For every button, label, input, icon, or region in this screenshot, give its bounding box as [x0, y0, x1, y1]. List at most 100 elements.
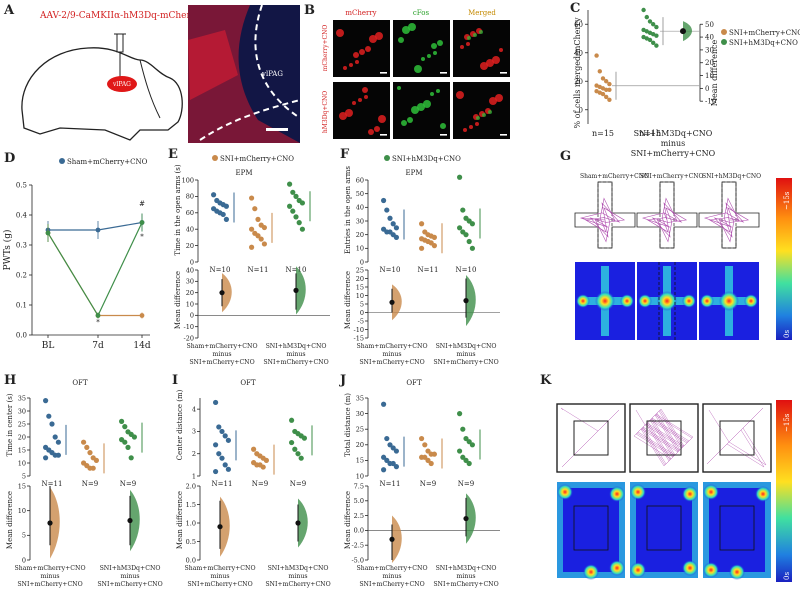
c-right-tick-label: 40	[705, 34, 714, 42]
panel-j: J OFT Total distance (m) Mean difference…	[339, 373, 500, 588]
cell-spot-green	[482, 113, 486, 117]
hPlot-point	[49, 421, 55, 427]
fPlot-n-label: N=10	[380, 266, 401, 274]
jPlot-top-tick-label: 10	[356, 472, 364, 480]
scale-bar	[266, 128, 288, 131]
g-heat-spot	[682, 294, 696, 308]
cell-spot	[414, 65, 422, 73]
iPlot-diff-mean	[295, 520, 301, 526]
fPlot-point	[463, 232, 469, 238]
jPlot-point	[390, 445, 396, 451]
scale-bar	[380, 134, 387, 136]
c-point	[654, 43, 659, 48]
iPlot-point	[213, 468, 219, 475]
k-heat-edge	[630, 482, 698, 578]
f-legend: SNI+hM3Dq+CNO	[392, 155, 461, 163]
g-col-label-sham: Sham+mCherry+CNO	[580, 173, 649, 180]
k-heat-spot	[583, 564, 599, 580]
c-right-tick-label: 20	[705, 59, 714, 67]
panel-e: E SNI+mCherry+CNO EPM Time in the open a…	[168, 147, 330, 366]
k-heat-center-zone	[646, 505, 682, 551]
cell-spot	[475, 122, 479, 126]
iPlot-bottom-tick-label: 1.5	[186, 501, 196, 509]
hPlot-point	[128, 455, 134, 461]
ePlot-point	[290, 208, 296, 214]
jPlot-top-tick-label: 15	[356, 457, 364, 465]
cell-spot	[374, 126, 380, 132]
panel-a: A AAV-2/9-CaMKIIα-hM3Dq-mCherry vlPAG vl…	[3, 3, 301, 143]
ePlot-diff-mean	[219, 290, 225, 296]
hPlot-point	[93, 457, 99, 463]
cell-spot	[362, 87, 368, 93]
k-heat-spot	[609, 486, 625, 502]
d-point	[95, 227, 101, 233]
ePlot-bottom-tick-label: -20	[184, 334, 194, 342]
hPlot-point	[122, 439, 128, 445]
cell-spot	[359, 49, 365, 55]
cell-spot	[460, 45, 464, 49]
iPlot-point	[263, 457, 269, 463]
e-plot: 100806040200N=10N=11N=10403020100-10-20S…	[182, 176, 330, 366]
g-col-label-sni-mcherry: SNI+mCherry+CNO	[640, 173, 703, 180]
ePlot-top-tick-label: 40	[186, 226, 194, 234]
jPlot-point	[422, 454, 428, 460]
ePlot-comparison-label: SNI+hM3Dq+CNO	[266, 343, 327, 350]
g-scale-bottom: 0s	[783, 330, 791, 338]
iPlot-point	[216, 451, 222, 457]
jPlot-diff-violin	[466, 493, 476, 544]
ePlot-point	[299, 200, 305, 206]
jPlot-comparison-label: minus	[457, 573, 476, 580]
panel-letter-g: G	[560, 149, 571, 164]
scale-bar	[500, 134, 507, 136]
cell-spot	[440, 123, 446, 129]
j-ylabel2: Mean difference	[344, 491, 352, 549]
jPlot-comparison-label: Sham+mCherry+CNO	[356, 565, 427, 572]
fPlot-point	[431, 243, 437, 249]
ePlot-top-tick-label: 100	[182, 176, 194, 184]
k-center-zone	[573, 420, 609, 456]
cell-spot-green	[476, 116, 480, 120]
ePlot-comparison-label: SNI+mCherry+CNO	[189, 359, 254, 366]
ePlot-point	[223, 216, 229, 222]
ePlot-diff-mean	[293, 287, 299, 293]
fPlot-diff-mean	[389, 299, 395, 305]
c-comparison-line3: SNI+mCherry+CNO	[631, 149, 716, 158]
iPlot-point	[260, 464, 266, 470]
jPlot-point	[469, 442, 475, 448]
iPlot-top-tick-label: 2	[192, 450, 196, 458]
cell-spot	[343, 66, 347, 70]
fPlot-diff-violin	[392, 284, 402, 321]
fPlot-bottom-tick-label: -15	[354, 334, 364, 342]
ePlot-point	[293, 214, 299, 220]
iPlot-point	[219, 455, 225, 461]
jPlot-point	[425, 448, 431, 454]
fPlot-point	[466, 238, 472, 245]
d-legend-dot	[59, 158, 65, 164]
c-n2: n=15	[639, 129, 661, 138]
h-subtitle: OFT	[72, 379, 88, 387]
c-point	[647, 37, 653, 43]
d-mark-hash: #	[139, 200, 145, 208]
fPlot-point	[457, 225, 463, 231]
fPlot-point	[469, 245, 475, 251]
fPlot-point	[460, 207, 466, 213]
d-x-tick-label: BL	[42, 341, 55, 351]
e-legend: SNI+mCherry+CNO	[220, 155, 294, 163]
ePlot-top-tick-label: 0	[190, 258, 194, 266]
ePlot-point	[290, 189, 296, 195]
hPlot-point	[52, 434, 58, 440]
e-ylabel: Time in the open arms (s)	[174, 164, 182, 255]
fPlot-top-tick-label: 20	[356, 231, 364, 239]
d-y-tick-label: 0.3	[16, 242, 27, 250]
fPlot-point	[419, 221, 425, 227]
c-ylabel: % of cells merged/mCherry	[573, 17, 582, 129]
ePlot-top-tick-label: 60	[186, 209, 194, 217]
fPlot-bottom-tick-label: 20	[356, 275, 364, 283]
hPlot-point	[55, 452, 62, 458]
jPlot-point	[390, 460, 396, 467]
cell-spot	[430, 92, 434, 96]
k-heat-spot	[630, 484, 646, 500]
cell-spot	[368, 129, 374, 135]
cell-spot	[495, 94, 503, 102]
iPlot-point	[225, 437, 231, 443]
